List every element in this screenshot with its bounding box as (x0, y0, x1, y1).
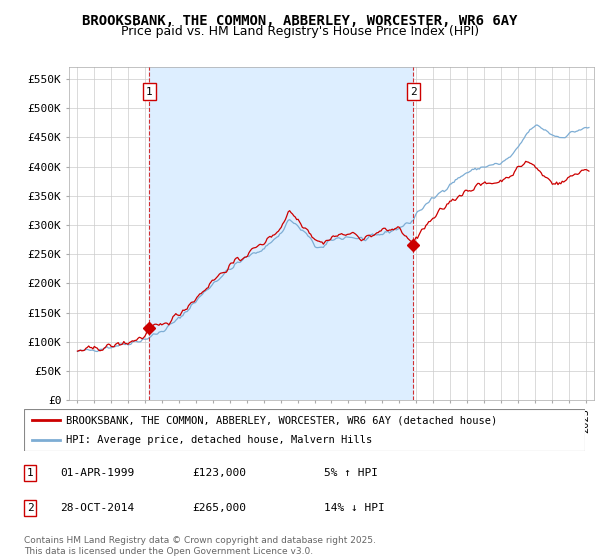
Text: £123,000: £123,000 (192, 468, 246, 478)
Text: 2: 2 (410, 87, 416, 97)
Text: 2: 2 (26, 503, 34, 513)
Text: 14% ↓ HPI: 14% ↓ HPI (324, 503, 385, 513)
Text: 5% ↑ HPI: 5% ↑ HPI (324, 468, 378, 478)
Text: 28-OCT-2014: 28-OCT-2014 (60, 503, 134, 513)
Text: Price paid vs. HM Land Registry's House Price Index (HPI): Price paid vs. HM Land Registry's House … (121, 25, 479, 38)
Text: BROOKSBANK, THE COMMON, ABBERLEY, WORCESTER, WR6 6AY (detached house): BROOKSBANK, THE COMMON, ABBERLEY, WORCES… (66, 415, 497, 425)
Bar (149, 67, 413, 400)
Text: 1: 1 (146, 87, 153, 97)
Text: HPI: Average price, detached house, Malvern Hills: HPI: Average price, detached house, Malv… (66, 435, 373, 445)
Text: 1: 1 (26, 468, 34, 478)
Text: Contains HM Land Registry data © Crown copyright and database right 2025.
This d: Contains HM Land Registry data © Crown c… (24, 536, 376, 556)
Text: BROOKSBANK, THE COMMON, ABBERLEY, WORCESTER, WR6 6AY: BROOKSBANK, THE COMMON, ABBERLEY, WORCES… (82, 14, 518, 28)
Text: 01-APR-1999: 01-APR-1999 (60, 468, 134, 478)
Text: £265,000: £265,000 (192, 503, 246, 513)
